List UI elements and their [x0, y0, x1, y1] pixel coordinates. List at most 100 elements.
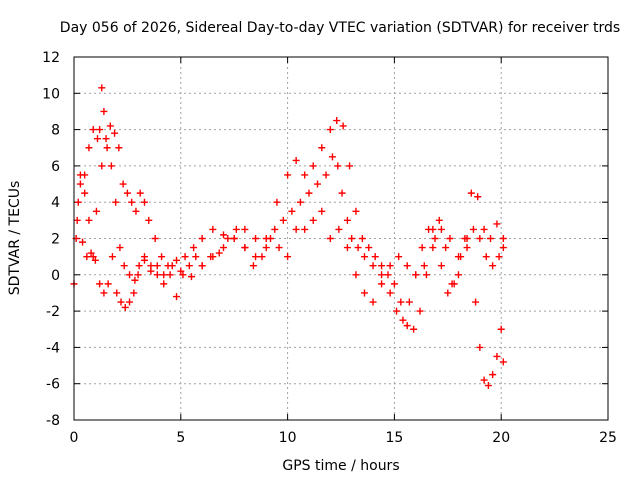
data-point: [230, 235, 238, 242]
data-point: [179, 271, 187, 279]
data-point: [207, 253, 215, 261]
data-point: [100, 107, 108, 115]
data-point: [151, 235, 159, 242]
data-point: [360, 289, 368, 297]
data-point: [74, 198, 82, 206]
data-point: [121, 303, 129, 311]
chart-title: Day 056 of 2026, Sidereal Day-to-day VTE…: [60, 20, 620, 36]
data-point: [489, 371, 497, 379]
data-point: [252, 253, 260, 261]
y-tick-label: 2: [51, 232, 60, 248]
data-point: [92, 207, 100, 215]
data-point: [346, 162, 354, 170]
data-point: [119, 180, 127, 188]
data-point: [128, 198, 136, 206]
data-point: [258, 253, 266, 261]
data-point: [369, 298, 377, 306]
data-point: [220, 244, 228, 252]
data-point: [262, 244, 270, 252]
data-point: [83, 253, 91, 261]
data-point: [108, 253, 116, 261]
data-point: [412, 271, 420, 279]
data-point: [100, 289, 108, 297]
y-tick-label: -8: [46, 413, 60, 429]
data-point: [79, 238, 87, 246]
data-point: [418, 244, 426, 252]
data-point: [358, 235, 366, 242]
data-point: [296, 198, 304, 206]
data-point: [73, 216, 81, 224]
data-point: [489, 262, 497, 270]
data-point: [454, 271, 462, 279]
data-point: [232, 225, 240, 233]
series-trace-c: [74, 198, 507, 390]
data-point: [224, 235, 232, 242]
data-point: [328, 153, 336, 161]
data-point: [153, 271, 161, 279]
data-point: [444, 289, 452, 297]
data-point: [371, 253, 379, 261]
data-point: [292, 156, 300, 164]
y-tick-label: 6: [51, 159, 60, 175]
data-point: [348, 235, 356, 242]
data-point: [145, 216, 153, 224]
data-point: [476, 343, 484, 351]
data-point: [314, 180, 322, 188]
data-point: [104, 280, 112, 288]
data-point: [397, 298, 405, 306]
data-point: [147, 262, 155, 270]
data-point: [393, 307, 401, 315]
data-point: [499, 358, 507, 366]
data-point: [140, 256, 148, 264]
data-point: [437, 225, 445, 233]
data-point: [76, 180, 84, 188]
data-point: [192, 253, 200, 261]
data-point: [113, 289, 121, 297]
x-tick-label: 5: [176, 430, 185, 446]
data-point: [333, 117, 341, 125]
data-point: [461, 235, 469, 242]
data-point: [365, 244, 373, 252]
data-point: [343, 244, 351, 252]
data-point: [241, 244, 249, 252]
data-point: [87, 249, 95, 257]
data-points: [70, 84, 507, 390]
data-point: [493, 352, 501, 360]
data-point: [442, 244, 450, 252]
data-point: [403, 262, 411, 270]
data-point: [267, 235, 275, 242]
data-point: [292, 225, 300, 233]
data-point: [173, 293, 181, 301]
data-point: [467, 189, 475, 197]
data-point: [448, 280, 456, 288]
data-point: [288, 207, 296, 215]
y-tick-label: -4: [46, 340, 60, 356]
data-point: [352, 271, 360, 279]
data-point: [164, 262, 172, 270]
data-point: [98, 162, 106, 170]
data-point: [209, 225, 217, 233]
data-point: [126, 298, 134, 306]
data-point: [102, 135, 110, 143]
data-point: [275, 244, 283, 252]
data-point: [499, 235, 507, 242]
data-point: [115, 144, 123, 152]
data-point: [187, 273, 195, 281]
data-point: [153, 262, 161, 270]
data-point: [81, 189, 89, 197]
data-point: [85, 144, 93, 152]
data-point: [318, 207, 326, 215]
data-point: [160, 271, 168, 279]
data-point: [422, 271, 430, 279]
data-point: [339, 122, 347, 130]
x-tick-label: 20: [492, 430, 510, 446]
data-point: [354, 244, 362, 252]
data-point: [399, 316, 407, 324]
data-point: [126, 271, 134, 279]
data-point: [322, 171, 330, 179]
data-point: [107, 162, 115, 170]
data-point: [416, 307, 424, 315]
data-point: [279, 216, 287, 224]
data-point: [85, 216, 93, 224]
